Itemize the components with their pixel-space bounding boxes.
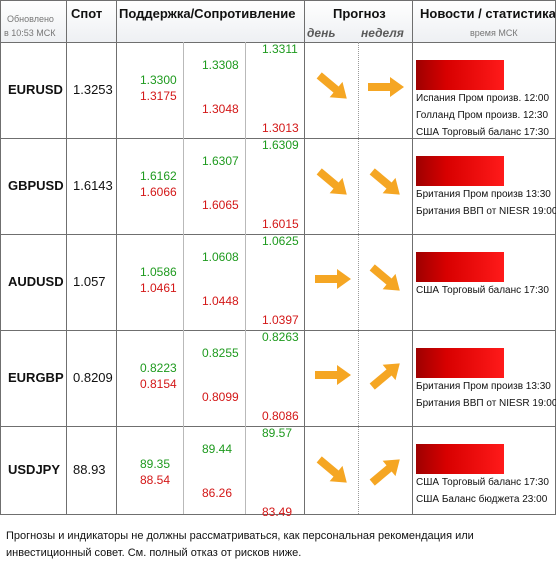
- news-intensity-bar: [416, 252, 504, 282]
- support-level: 0.8099: [202, 390, 239, 404]
- news-item: США Баланс бюджета 23:00: [416, 494, 548, 505]
- arrow-icon: [364, 354, 409, 397]
- grid-line: [412, 0, 413, 515]
- support-level: 1.0461: [140, 281, 177, 295]
- support-level: 1.0448: [202, 294, 239, 308]
- grid-line: [116, 0, 117, 515]
- news-item: Британия Пром произв 13:30: [416, 381, 551, 392]
- resistance-level: 1.3300: [140, 73, 177, 87]
- spot-price: 1.3253: [73, 82, 113, 97]
- pair-name: EURUSD: [8, 82, 63, 97]
- support-level: 1.3013: [262, 121, 299, 135]
- support-level: 1.3048: [202, 102, 239, 116]
- support-level: 83.49: [262, 505, 293, 519]
- news-item: Голланд Пром произв. 12:30: [416, 110, 549, 121]
- resistance-level: 1.0625: [262, 234, 299, 248]
- news-item: США Торговый баланс 17:30: [416, 477, 549, 488]
- grid-line: [0, 234, 556, 235]
- header-forecast-week: неделя: [361, 26, 404, 40]
- news-intensity-bar: [416, 156, 504, 186]
- disclaimer-text: Прогнозы и индикаторы не должны рассматр…: [6, 530, 474, 559]
- support-level: 86.26: [202, 486, 233, 500]
- spot-price: 1.6143: [73, 178, 113, 193]
- resistance-level: 0.8255: [202, 346, 239, 360]
- news-intensity-bar: [416, 60, 504, 90]
- support-level: 1.0397: [262, 313, 299, 327]
- resistance-level: 1.3311: [262, 42, 298, 56]
- arrow-icon: [313, 268, 353, 290]
- header-forecast-day: день: [307, 26, 336, 40]
- resistance-level: 1.6162: [140, 169, 177, 183]
- updated-time: в 10:53 МСК: [4, 28, 56, 38]
- grid-line: [358, 42, 359, 514]
- support-level: 0.8086: [262, 409, 299, 423]
- support-level: 1.6015: [262, 217, 299, 231]
- arrow-icon: [366, 76, 406, 98]
- grid-line: [0, 330, 556, 331]
- resistance-level: 1.0608: [202, 250, 239, 264]
- pair-name: USDJPY: [8, 462, 61, 477]
- grid-line: [0, 514, 556, 515]
- support-level: 88.54: [140, 473, 171, 487]
- news-intensity-bar: [416, 444, 504, 474]
- news-item: США Торговый баланс 17:30: [416, 285, 549, 296]
- forex-outlook-table: Обновлено в 10:53 МСК Спот Поддержка/Соп…: [0, 0, 556, 519]
- grid-line: [0, 426, 556, 427]
- arrow-icon: [364, 258, 409, 301]
- support-level: 1.6065: [202, 198, 239, 212]
- resistance-level: 0.8263: [262, 330, 299, 344]
- arrow-icon: [311, 162, 356, 205]
- grid-line: [304, 0, 305, 515]
- grid-line: [245, 42, 246, 514]
- grid-line: [66, 0, 67, 515]
- grid-line: [0, 138, 556, 139]
- news-item: США Торговый баланс 17:30: [416, 127, 549, 138]
- news-intensity-bar: [416, 348, 504, 378]
- support-level: 0.8154: [140, 377, 177, 391]
- header-news: Новости / статистика: [420, 6, 556, 21]
- resistance-level: 89.44: [202, 442, 233, 456]
- news-item: Британия Пром произв 13:30: [416, 189, 551, 200]
- resistance-level: 89.57: [262, 426, 293, 440]
- header-news-time: время МСК: [470, 28, 518, 38]
- news-item: Испания Пром произв. 12:00: [416, 93, 550, 104]
- spot-price: 0.8209: [73, 370, 113, 385]
- resistance-level: 89.35: [140, 457, 171, 471]
- support-level: 1.6066: [140, 185, 177, 199]
- grid-line: [0, 42, 556, 43]
- news-item: Британия ВВП от NIESR 19:00: [416, 206, 556, 217]
- header-spot: Спот: [71, 6, 103, 21]
- grid-line: [183, 42, 184, 514]
- spot-price: 88.93: [73, 462, 106, 477]
- arrow-icon: [311, 66, 356, 109]
- resistance-level: 1.0586: [140, 265, 177, 279]
- support-level: 1.3175: [140, 89, 177, 103]
- grid-line: [0, 0, 1, 515]
- arrow-icon: [311, 450, 356, 493]
- resistance-level: 0.8223: [140, 361, 177, 375]
- pair-name: AUDUSD: [8, 274, 64, 289]
- resistance-level: 1.6307: [202, 154, 239, 168]
- spot-price: 1.057: [73, 274, 106, 289]
- header-background: [0, 0, 556, 42]
- pair-name: EURGBP: [8, 370, 64, 385]
- resistance-level: 1.3308: [202, 58, 239, 72]
- header-support-resistance: Поддержка/Сопротивление: [119, 6, 296, 21]
- news-item: Британия ВВП от NIESR 19:00: [416, 398, 556, 409]
- grid-line: [0, 0, 556, 1]
- arrow-icon: [364, 162, 409, 205]
- pair-name: GBPUSD: [8, 178, 64, 193]
- arrow-icon: [364, 450, 409, 493]
- updated-label: Обновлено: [7, 14, 54, 24]
- header-forecast: Прогноз: [333, 6, 386, 21]
- resistance-level: 1.6309: [262, 138, 299, 152]
- arrow-icon: [313, 364, 353, 386]
